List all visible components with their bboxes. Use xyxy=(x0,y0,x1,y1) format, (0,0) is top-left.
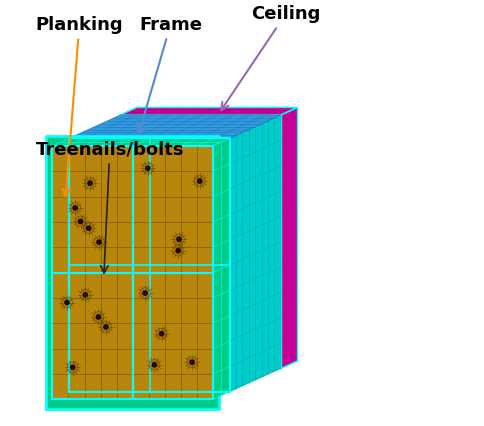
Polygon shape xyxy=(52,138,229,146)
Text: Frame: Frame xyxy=(137,16,202,133)
Circle shape xyxy=(190,360,194,364)
Circle shape xyxy=(70,365,75,369)
Circle shape xyxy=(197,179,201,183)
Circle shape xyxy=(88,181,92,185)
Circle shape xyxy=(177,237,181,242)
Polygon shape xyxy=(69,138,229,391)
Polygon shape xyxy=(120,107,297,115)
Polygon shape xyxy=(280,107,297,368)
Polygon shape xyxy=(212,138,229,399)
Circle shape xyxy=(65,300,69,305)
Circle shape xyxy=(73,206,77,210)
Circle shape xyxy=(152,363,156,367)
Circle shape xyxy=(96,315,100,319)
Circle shape xyxy=(159,331,163,336)
Text: Ceiling: Ceiling xyxy=(221,5,319,110)
Text: Planking: Planking xyxy=(35,16,123,196)
Circle shape xyxy=(145,166,150,170)
Circle shape xyxy=(176,248,180,253)
Circle shape xyxy=(83,293,87,297)
Circle shape xyxy=(143,291,147,295)
Circle shape xyxy=(78,219,82,224)
Text: Treenails/bolts: Treenails/bolts xyxy=(35,140,183,273)
Circle shape xyxy=(86,226,91,230)
Polygon shape xyxy=(46,136,219,409)
Polygon shape xyxy=(229,115,280,391)
Polygon shape xyxy=(69,115,280,138)
Polygon shape xyxy=(52,146,212,399)
Circle shape xyxy=(97,240,101,244)
Polygon shape xyxy=(120,115,280,368)
Circle shape xyxy=(104,325,108,329)
